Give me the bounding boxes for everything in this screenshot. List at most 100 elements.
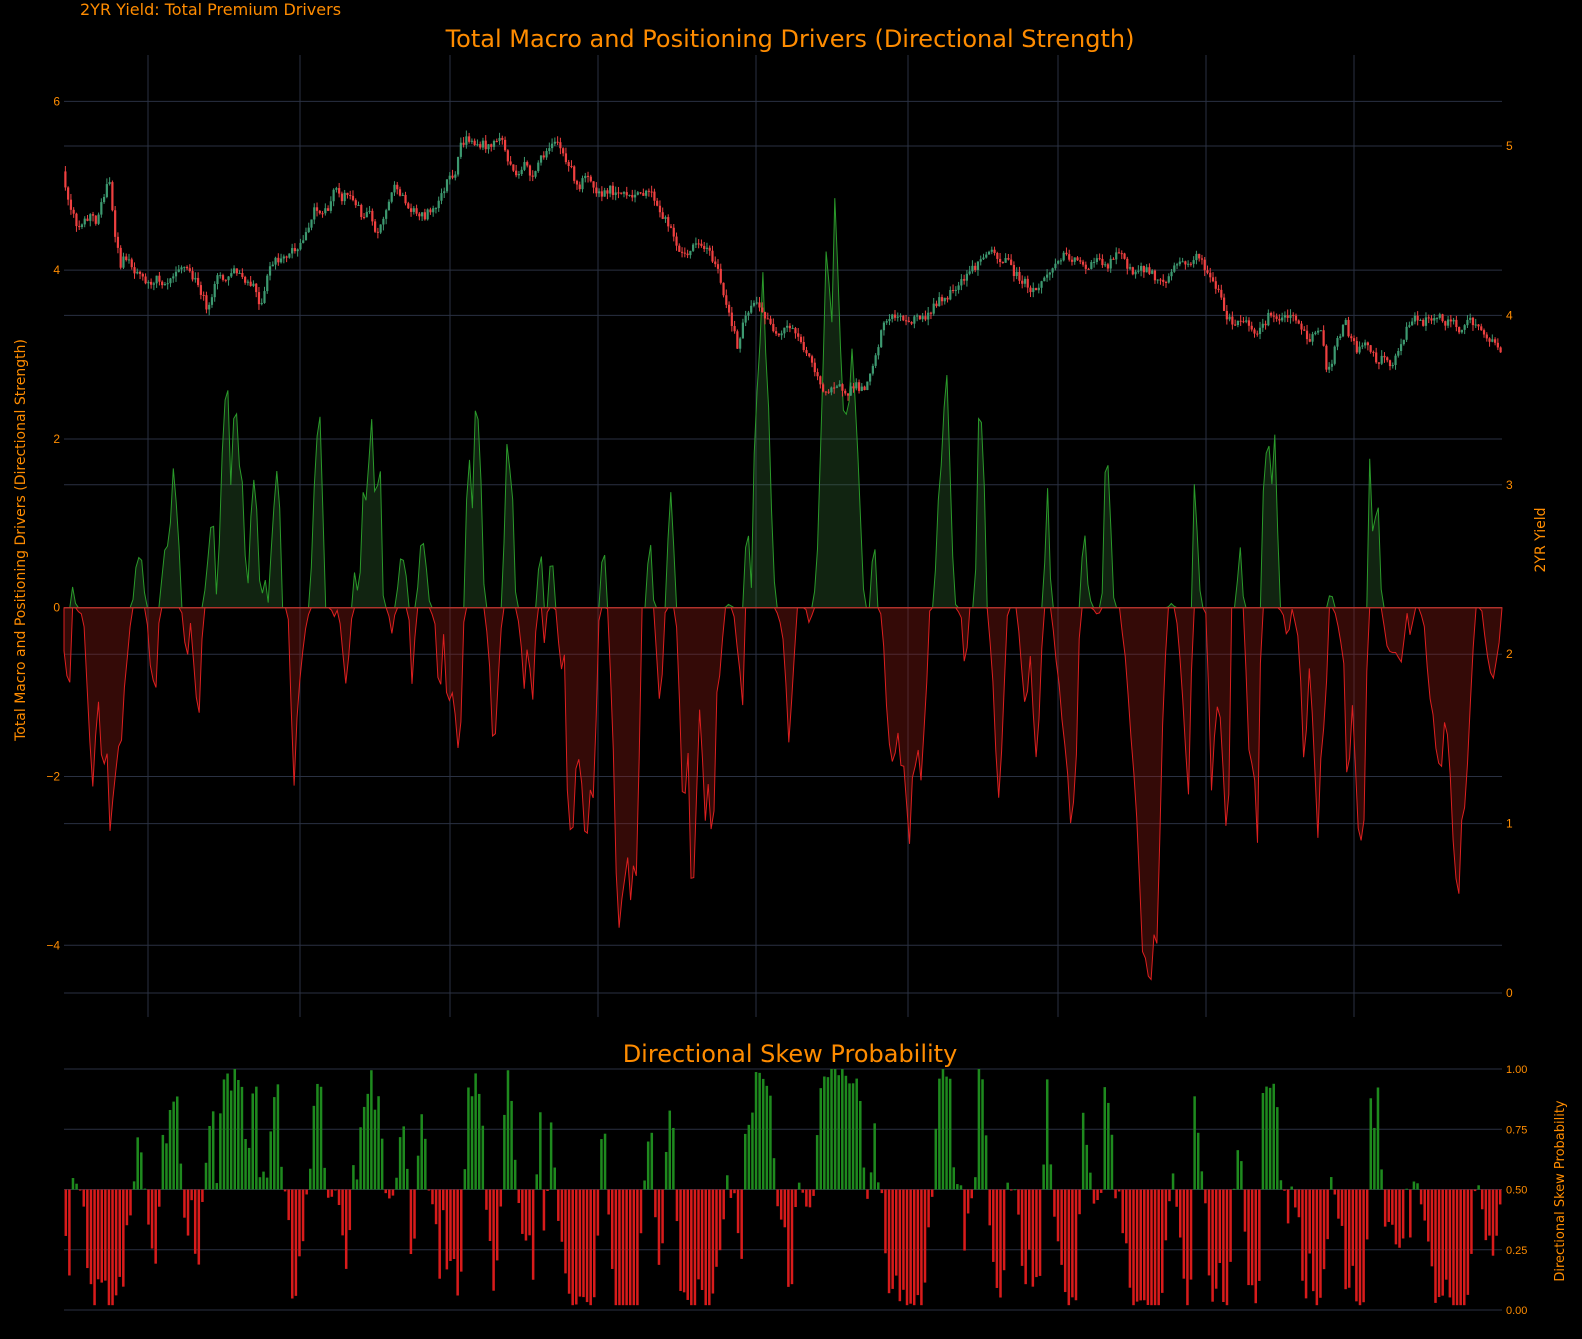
skew-bar bbox=[625, 1189, 628, 1306]
candle-body bbox=[1477, 324, 1480, 327]
skew-bar bbox=[970, 1189, 973, 1199]
skew-bar bbox=[736, 1189, 740, 1234]
skew-bar bbox=[722, 1189, 725, 1220]
skew-bar bbox=[539, 1112, 542, 1190]
skew-bar bbox=[1049, 1164, 1053, 1190]
skew-bar bbox=[711, 1189, 715, 1294]
skew-bar bbox=[1200, 1171, 1204, 1190]
skew-bar bbox=[582, 1189, 585, 1298]
candle-body bbox=[166, 283, 169, 285]
candle-body bbox=[821, 384, 825, 392]
candle-body bbox=[678, 245, 681, 252]
candle-body bbox=[716, 264, 720, 269]
candle-body bbox=[686, 253, 689, 256]
skew-bar bbox=[445, 1189, 449, 1270]
skew-bar bbox=[1085, 1144, 1089, 1190]
skew-bar bbox=[1470, 1189, 1473, 1254]
candle-body bbox=[169, 278, 172, 284]
skew-bar bbox=[1096, 1189, 1099, 1201]
skew-bar bbox=[492, 1189, 495, 1291]
candle-body bbox=[805, 350, 808, 354]
candle-body bbox=[1427, 317, 1430, 319]
candle-body bbox=[246, 281, 250, 283]
candle-body bbox=[1452, 319, 1455, 322]
skew-bar bbox=[474, 1073, 477, 1190]
candle-body bbox=[108, 182, 111, 185]
skew-bar bbox=[1290, 1186, 1293, 1190]
skew-bar bbox=[215, 1183, 219, 1190]
skew-bar bbox=[456, 1189, 459, 1296]
skew-bar bbox=[388, 1189, 391, 1199]
candle-body bbox=[1023, 278, 1027, 284]
candle-body bbox=[1496, 342, 1499, 348]
candle-body bbox=[1424, 317, 1428, 326]
candle-body bbox=[1247, 320, 1251, 326]
skew-bar bbox=[600, 1139, 603, 1190]
skew-bar bbox=[161, 1134, 165, 1190]
skew-bar bbox=[89, 1189, 93, 1285]
skew-bar bbox=[1455, 1189, 1459, 1306]
skew-bar bbox=[1189, 1189, 1193, 1280]
candle-body bbox=[409, 208, 413, 212]
skew-bar bbox=[1265, 1086, 1268, 1190]
candle-body bbox=[1181, 261, 1184, 263]
candle-body bbox=[1104, 264, 1107, 266]
skew-bar bbox=[140, 1152, 143, 1190]
candle-body bbox=[373, 221, 377, 232]
skew-bar bbox=[211, 1111, 215, 1190]
candle-body bbox=[1010, 259, 1013, 265]
skew-bar bbox=[150, 1189, 154, 1249]
candle-body bbox=[918, 315, 921, 320]
candle-body bbox=[1281, 317, 1284, 321]
candle-body bbox=[83, 218, 86, 225]
skew-bar bbox=[172, 1101, 175, 1190]
candle-body bbox=[1187, 263, 1190, 265]
candle-body bbox=[860, 386, 863, 391]
candle-body bbox=[443, 191, 446, 194]
skew-bar bbox=[323, 1167, 326, 1190]
candle-body bbox=[526, 162, 529, 166]
candle-body bbox=[1311, 334, 1314, 342]
skew-bar bbox=[158, 1189, 161, 1207]
candle-body bbox=[1455, 319, 1458, 328]
skew-bar bbox=[1297, 1189, 1301, 1218]
candle-body bbox=[1402, 339, 1405, 345]
candle-body bbox=[454, 174, 457, 178]
skew-bar bbox=[463, 1169, 467, 1190]
skew-bar bbox=[96, 1189, 100, 1280]
candle-body bbox=[993, 249, 996, 253]
candle-body bbox=[1073, 257, 1076, 262]
candle-body bbox=[1377, 362, 1381, 364]
candle-body bbox=[788, 325, 792, 329]
candle-body bbox=[260, 302, 263, 305]
candle-body bbox=[938, 297, 941, 307]
skew-bar bbox=[136, 1137, 139, 1190]
candle-body bbox=[1491, 339, 1494, 342]
candle-body bbox=[141, 273, 144, 277]
candle-body bbox=[1018, 271, 1021, 281]
candle-body bbox=[719, 268, 722, 283]
skew-bar bbox=[427, 1189, 431, 1191]
candle-body bbox=[1350, 336, 1353, 339]
candle-body bbox=[968, 271, 971, 274]
candle-body bbox=[1433, 318, 1436, 321]
candle-body bbox=[487, 144, 490, 150]
candle-body bbox=[1319, 330, 1322, 332]
skew-bar bbox=[219, 1113, 222, 1190]
skew-bar bbox=[819, 1088, 823, 1190]
candle-body bbox=[625, 192, 628, 196]
skew-bar bbox=[1409, 1189, 1412, 1238]
y-tick-right: 2 bbox=[1506, 647, 1513, 661]
candle-body bbox=[772, 323, 775, 332]
candle-body bbox=[360, 204, 363, 218]
candle-body bbox=[1413, 315, 1416, 322]
skew-bar bbox=[1153, 1189, 1157, 1306]
skew-bar bbox=[787, 1189, 790, 1287]
skew-bar bbox=[1261, 1093, 1265, 1190]
candle-body bbox=[185, 266, 189, 269]
candle-body bbox=[257, 292, 261, 305]
candle-body bbox=[1084, 264, 1087, 269]
skew-bar bbox=[1430, 1189, 1434, 1267]
candle-body bbox=[855, 382, 858, 389]
skew-bar bbox=[1294, 1189, 1297, 1208]
